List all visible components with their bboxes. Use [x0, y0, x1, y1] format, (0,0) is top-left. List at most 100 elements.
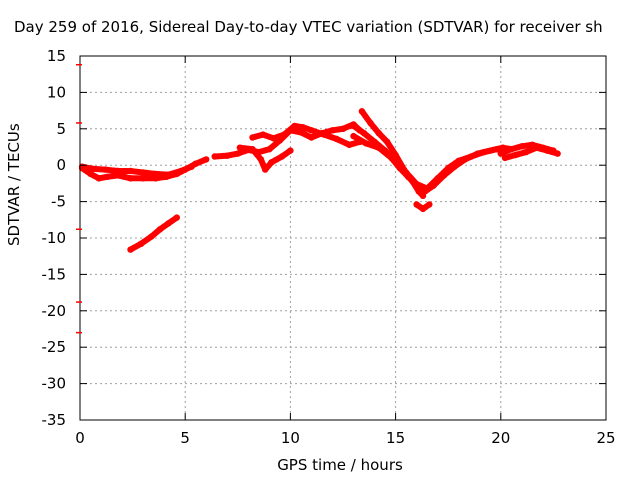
data-point: [262, 166, 269, 173]
data-point: [148, 233, 155, 240]
data-point: [95, 175, 103, 182]
data-point: [259, 131, 267, 138]
data-point: [518, 143, 525, 150]
data-point: [405, 173, 412, 180]
data-point: [512, 151, 519, 159]
data-point: [188, 163, 195, 170]
x-tick-label: 25: [596, 429, 615, 447]
y-tick-label: -5: [51, 193, 66, 211]
data-point: [501, 154, 509, 162]
x-tick-label: 0: [75, 429, 85, 447]
data-point: [333, 135, 340, 143]
y-tick-label: 15: [47, 47, 66, 65]
data-point: [291, 122, 298, 130]
data-point: [299, 124, 307, 131]
y-tick-label: -10: [42, 229, 67, 247]
x-tick-label: 5: [180, 429, 190, 447]
plot-frame: [79, 55, 607, 421]
data-point: [413, 182, 420, 189]
data-point: [89, 165, 96, 172]
data-point: [308, 127, 315, 134]
data-point: [104, 173, 111, 180]
data-marks: [78, 108, 561, 253]
x-tick-label: 15: [386, 429, 405, 447]
series-line-track-9: [350, 133, 515, 195]
y-tick-label: 0: [56, 156, 66, 174]
y-tick-label: -20: [42, 302, 67, 320]
data-point: [350, 132, 357, 140]
data-point: [249, 146, 256, 153]
data-point: [451, 163, 458, 170]
y-tick-label: -25: [42, 338, 67, 356]
data-point: [320, 131, 328, 138]
data-point: [173, 214, 180, 221]
data-point: [497, 150, 504, 157]
data-point: [257, 156, 265, 163]
y-tick-label: -30: [42, 375, 67, 393]
x-tick-label: 20: [491, 429, 510, 447]
data-point: [426, 201, 433, 208]
data-point: [550, 147, 557, 154]
data-point: [139, 169, 147, 176]
data-point: [165, 171, 172, 178]
data-point: [297, 129, 305, 136]
data-point: [487, 147, 494, 154]
data-point: [461, 156, 469, 163]
data-point: [358, 108, 366, 115]
data-point: [375, 144, 382, 151]
data-point: [360, 130, 368, 137]
y-tick-label: -15: [42, 265, 67, 283]
data-point: [127, 175, 134, 182]
data-point: [127, 246, 134, 253]
data-point: [308, 134, 315, 141]
data-point: [413, 201, 420, 208]
data-point: [224, 152, 231, 159]
data-point: [346, 141, 353, 148]
data-point: [508, 146, 515, 153]
data-point: [127, 167, 134, 175]
data-point: [367, 119, 374, 127]
data-point: [388, 154, 395, 162]
data-point: [177, 167, 185, 175]
series-line-track-8: [350, 122, 508, 192]
data-point: [329, 127, 336, 134]
data-point: [203, 156, 210, 163]
data-point: [287, 147, 294, 154]
data-point: [87, 170, 94, 178]
series-line-track-2: [79, 163, 195, 178]
y-tick-label: 10: [47, 83, 66, 101]
data-point: [440, 172, 448, 179]
data-point: [362, 140, 370, 147]
data-point: [234, 150, 241, 157]
axis-ticks: 0 5 10 15 20 25 -35 -30 -25 -20 -15 -10 -5 0 5 10 15: [42, 47, 616, 447]
data-point: [114, 167, 122, 175]
data-point: [152, 170, 159, 178]
chart-title: Day 259 of 2016, Sidereal Day-to-day VTE…: [14, 18, 603, 36]
data-point: [102, 166, 109, 173]
data-point: [266, 146, 273, 153]
y-tick-label: -35: [42, 411, 67, 429]
data-point: [384, 138, 391, 146]
data-point: [270, 135, 277, 142]
data-point: [396, 164, 403, 172]
data-point: [430, 182, 437, 189]
y-axis-label: SDTVAR / TECUs: [5, 123, 23, 246]
data-point: [278, 153, 286, 160]
data-point: [211, 153, 218, 160]
data-point: [522, 148, 530, 156]
data-point: [539, 144, 547, 151]
data-point: [156, 226, 164, 233]
data-point: [165, 220, 172, 227]
y-tick-label: 5: [56, 120, 66, 138]
data-point: [474, 150, 481, 157]
data-point: [419, 205, 427, 213]
data-point: [350, 122, 357, 130]
data-point: [375, 130, 382, 137]
x-tick-label: 10: [281, 429, 300, 447]
left-axis-marks: [76, 63, 82, 334]
data-point: [280, 131, 288, 138]
data-point: [139, 175, 147, 182]
data-point: [339, 125, 347, 132]
data-point: [268, 159, 275, 166]
